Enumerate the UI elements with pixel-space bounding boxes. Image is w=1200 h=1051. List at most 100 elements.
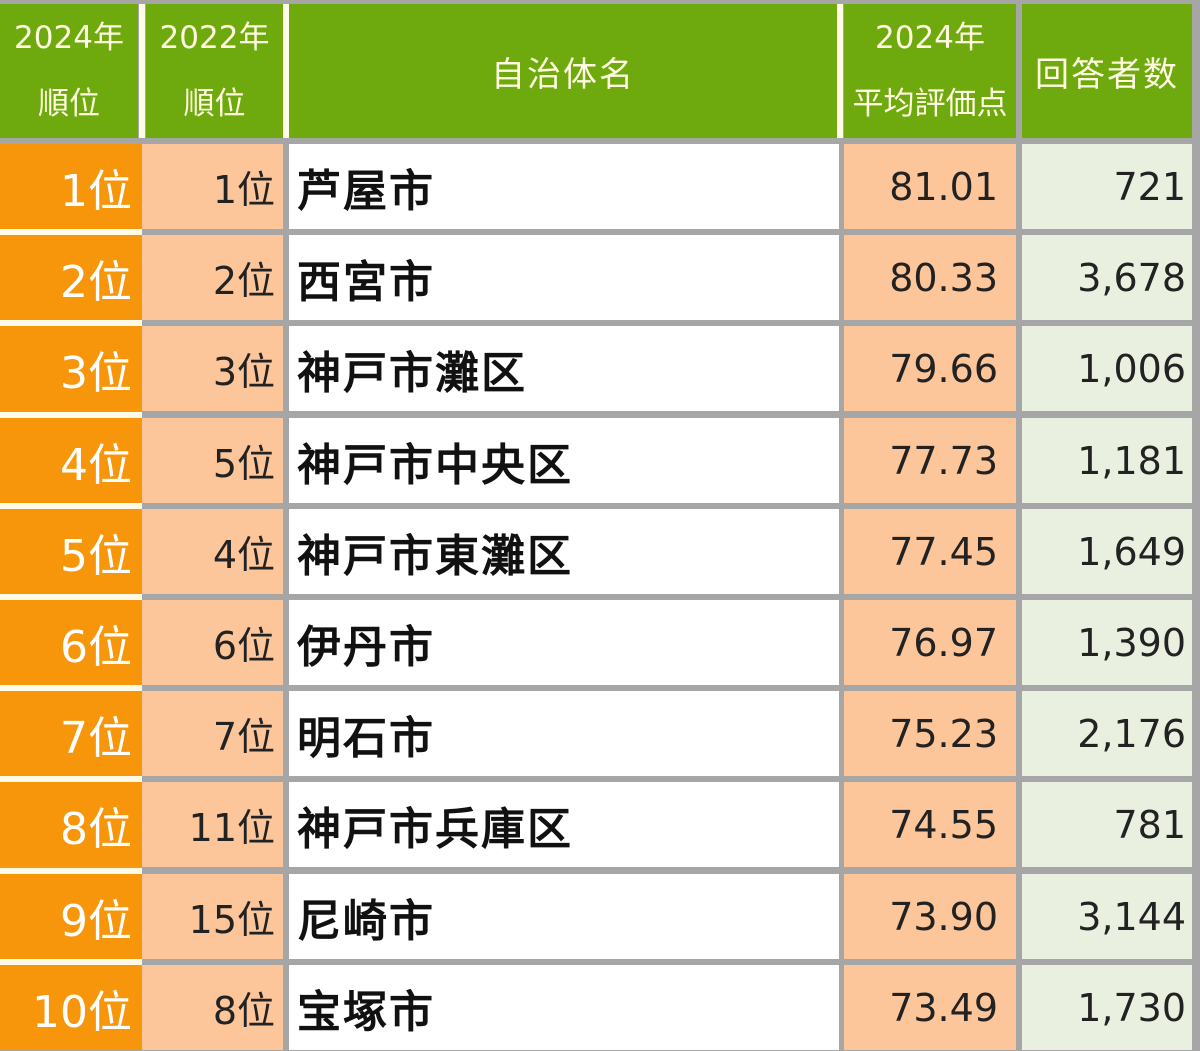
municipality-name: 尼崎市: [297, 895, 435, 947]
table-row: 8位 11位 神戸市兵庫区 74.55 781: [0, 782, 1200, 867]
municipality-name: 神戸市兵庫区: [297, 803, 573, 855]
municipality-cell: 芦屋市: [289, 144, 839, 229]
rank-2022-cell: 2位: [142, 235, 283, 320]
avg-score: 73.49: [889, 985, 998, 1030]
rank-2024: 1位: [60, 165, 132, 217]
municipality-name: 神戸市灘区: [297, 347, 527, 399]
avg-score: 73.90: [889, 894, 998, 939]
municipality-cell: 神戸市中央区: [289, 418, 839, 503]
rank-2024: 6位: [60, 621, 132, 673]
respondents-cell: 3,144: [1022, 874, 1192, 959]
table-row: 6位 6位 伊丹市 76.97 1,390: [0, 600, 1200, 685]
score-cell: 81.01: [844, 144, 1016, 229]
rank-2022-cell: 3位: [142, 326, 283, 411]
header-rank-2022: 2022年 順位: [146, 4, 283, 138]
respondents-cell: 1,181: [1022, 418, 1192, 503]
respondent-count: 1,730: [1077, 985, 1186, 1030]
respondents-cell: 1,649: [1022, 509, 1192, 594]
municipality-name: 宝塚市: [297, 986, 435, 1038]
column-divider: [139, 4, 145, 138]
rank-2024-cell: 6位: [0, 600, 142, 685]
municipality-name: 神戸市中央区: [297, 439, 573, 491]
score-cell: 76.97: [844, 600, 1016, 685]
header-label: 2024年: [875, 20, 985, 56]
row-divider: [0, 503, 142, 509]
row-divider: [0, 959, 142, 965]
rank-2024: 2位: [60, 256, 132, 308]
row-divider: [0, 868, 142, 874]
header-label: 回答者数: [1035, 54, 1179, 95]
column-divider: [837, 4, 843, 138]
header-label: 2024年: [14, 20, 124, 56]
header-label: 自治体名: [491, 54, 635, 95]
respondent-count: 781: [1113, 802, 1186, 847]
municipality-cell: 明石市: [289, 691, 839, 776]
rank-2022-cell: 5位: [142, 418, 283, 503]
municipality-name: 西宮市: [297, 256, 435, 308]
rank-2022: 4位: [212, 533, 275, 577]
table-row: 1位 1位 芦屋市 81.01 721: [0, 144, 1200, 229]
table-row: 5位 4位 神戸市東灘区 77.45 1,649: [0, 509, 1200, 594]
score-cell: 74.55: [844, 782, 1016, 867]
rank-2024-cell: 3位: [0, 326, 142, 411]
row-divider: [0, 776, 142, 782]
municipality-cell: 伊丹市: [289, 600, 839, 685]
rank-2024: 3位: [60, 347, 132, 399]
municipality-cell: 西宮市: [289, 235, 839, 320]
score-cell: 75.23: [844, 691, 1016, 776]
rank-2022: 5位: [212, 442, 275, 486]
rank-2022: 2位: [212, 259, 275, 303]
row-divider: [0, 412, 142, 418]
municipality-name: 芦屋市: [297, 165, 435, 217]
respondents-cell: 3,678: [1022, 235, 1192, 320]
header-respondents: 回答者数: [1022, 4, 1192, 138]
rank-2024: 10位: [32, 986, 132, 1038]
score-cell: 79.66: [844, 326, 1016, 411]
avg-score: 81.01: [889, 164, 998, 209]
municipality-name: 神戸市東灘区: [297, 530, 573, 582]
rank-2024-cell: 9位: [0, 874, 142, 959]
row-divider: [0, 229, 142, 235]
municipality-name: 明石市: [297, 712, 435, 764]
score-cell: 73.49: [844, 965, 1016, 1050]
rank-2022-cell: 8位: [142, 965, 283, 1050]
municipality-name: 伊丹市: [297, 621, 435, 673]
avg-score: 79.66: [889, 346, 998, 391]
header-label: 順位: [183, 86, 246, 122]
rank-2024: 7位: [60, 712, 132, 764]
avg-score: 74.55: [889, 802, 998, 847]
avg-score: 77.73: [889, 438, 998, 483]
rank-2022-cell: 15位: [142, 874, 283, 959]
rank-2022-cell: 7位: [142, 691, 283, 776]
row-divider: [0, 594, 142, 600]
column-divider: [283, 4, 289, 138]
respondent-count: 721: [1113, 164, 1186, 209]
rank-2022: 15位: [188, 898, 275, 942]
table-row: 9位 15位 尼崎市 73.90 3,144: [0, 874, 1200, 959]
table-row: 7位 7位 明石市 75.23 2,176: [0, 691, 1200, 776]
rank-2022-cell: 4位: [142, 509, 283, 594]
rank-2024: 5位: [60, 530, 132, 582]
score-cell: 77.45: [844, 509, 1016, 594]
header-label: 2022年: [159, 20, 270, 56]
respondent-count: 1,181: [1077, 438, 1186, 483]
rank-2024: 8位: [60, 803, 132, 855]
score-cell: 73.90: [844, 874, 1016, 959]
rank-2022-cell: 1位: [142, 144, 283, 229]
municipality-cell: 神戸市東灘区: [289, 509, 839, 594]
rank-2024-cell: 7位: [0, 691, 142, 776]
rank-2022: 1位: [212, 168, 275, 212]
respondent-count: 2,176: [1077, 711, 1186, 756]
rank-2022: 6位: [212, 624, 275, 668]
header-rank-2024: 2024年 順位: [0, 4, 138, 138]
rank-2022-cell: 6位: [142, 600, 283, 685]
score-cell: 77.73: [844, 418, 1016, 503]
municipality-cell: 宝塚市: [289, 965, 839, 1050]
rank-2022: 3位: [212, 350, 275, 394]
municipality-cell: 尼崎市: [289, 874, 839, 959]
respondents-cell: 781: [1022, 782, 1192, 867]
respondent-count: 1,390: [1077, 620, 1186, 665]
respondent-count: 1,006: [1077, 346, 1186, 391]
table-row: 10位 8位 宝塚市 73.49 1,730: [0, 965, 1200, 1050]
